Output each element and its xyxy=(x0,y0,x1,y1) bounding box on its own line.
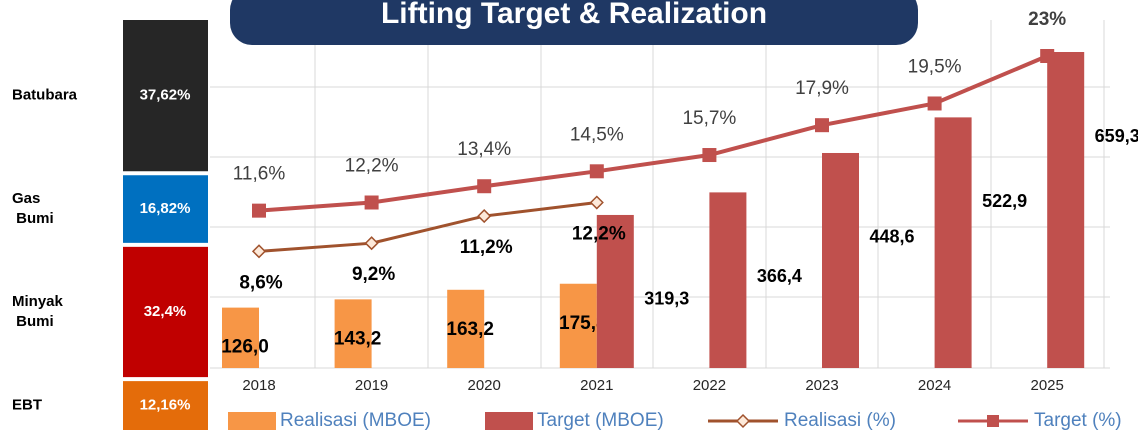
marker xyxy=(252,203,266,218)
x-tick-label: 2019 xyxy=(355,377,388,394)
x-tick-label: 2021 xyxy=(580,377,613,394)
stack-segment xyxy=(123,20,208,172)
bar-label: 319,3 xyxy=(644,289,689,309)
stack-segment xyxy=(123,175,208,243)
chart-title: Lifting Target & Realization xyxy=(381,0,767,30)
point-label: 17,9% xyxy=(795,78,849,99)
line xyxy=(258,201,597,253)
category-label: EBT xyxy=(12,397,42,414)
bar xyxy=(934,117,972,368)
marker xyxy=(364,236,379,251)
stack-segment xyxy=(123,246,208,378)
legend-swatch xyxy=(485,412,533,430)
marker xyxy=(1040,49,1055,63)
point-label: 19,5% xyxy=(908,56,962,77)
legend-label: Realisasi (%) xyxy=(784,410,896,431)
bar-label: 522,9 xyxy=(982,191,1027,211)
bar xyxy=(822,152,859,368)
bar xyxy=(334,299,372,368)
bar xyxy=(447,289,485,368)
point-label: 23% xyxy=(1028,9,1066,30)
segment-label: 16,82% xyxy=(140,200,191,217)
x-tick-label: 2020 xyxy=(468,377,501,394)
bar-label: 366,4 xyxy=(757,266,802,286)
marker xyxy=(589,195,604,210)
marker xyxy=(702,148,717,163)
bar-label: 126,0 xyxy=(221,337,269,358)
point-label: 11,6% xyxy=(233,164,286,185)
marker xyxy=(927,96,942,111)
category-label: Gas Bumi xyxy=(12,190,54,227)
bar-label: 143,2 xyxy=(334,328,382,349)
x-tick-label: 2018 xyxy=(242,377,275,394)
title-banner xyxy=(230,0,918,45)
segment-label: 12,16% xyxy=(140,397,191,414)
marker xyxy=(815,118,829,133)
point-label: 12,2% xyxy=(572,224,626,245)
marker xyxy=(589,164,604,179)
point-label: 15,7% xyxy=(682,108,736,129)
point-label: 9,2% xyxy=(352,264,395,285)
bar xyxy=(222,307,259,368)
legend-label: Realisasi (MBOE) xyxy=(280,410,431,431)
x-tick-label: 2025 xyxy=(1031,377,1064,394)
marker xyxy=(251,244,267,259)
bar-label: 659,3 xyxy=(1095,126,1138,146)
x-tick-label: 2022 xyxy=(693,377,726,394)
x-tick-label: 2023 xyxy=(805,377,838,394)
bar-label: 448,6 xyxy=(869,227,914,247)
point-label: 8,6% xyxy=(239,272,282,293)
bar-label: 163,2 xyxy=(446,319,494,340)
legend-swatch xyxy=(987,415,999,427)
legend-label: Target (MBOE) xyxy=(537,410,664,431)
legend-label: Target (%) xyxy=(1034,410,1122,431)
bar xyxy=(559,283,597,368)
marker xyxy=(477,209,492,224)
bar-label: 175,8 xyxy=(559,313,607,334)
stack-segment xyxy=(123,381,208,430)
line xyxy=(258,54,1048,213)
category-label: Minyak Bumi xyxy=(12,293,64,330)
marker xyxy=(477,179,492,194)
point-label: 11,2% xyxy=(460,237,513,258)
bar xyxy=(596,214,634,368)
legend-swatch xyxy=(735,413,751,429)
marker xyxy=(364,195,379,210)
segment-label: 32,4% xyxy=(144,303,187,320)
point-label: 12,2% xyxy=(345,156,399,177)
x-tick-label: 2024 xyxy=(918,377,951,394)
point-label: 13,4% xyxy=(457,139,511,160)
point-label: 14,5% xyxy=(570,124,624,145)
segment-label: 37,62% xyxy=(140,87,191,104)
bar xyxy=(709,192,747,368)
category-label: Batubara xyxy=(12,87,78,104)
legend-swatch xyxy=(228,412,276,430)
bar xyxy=(1047,52,1085,368)
